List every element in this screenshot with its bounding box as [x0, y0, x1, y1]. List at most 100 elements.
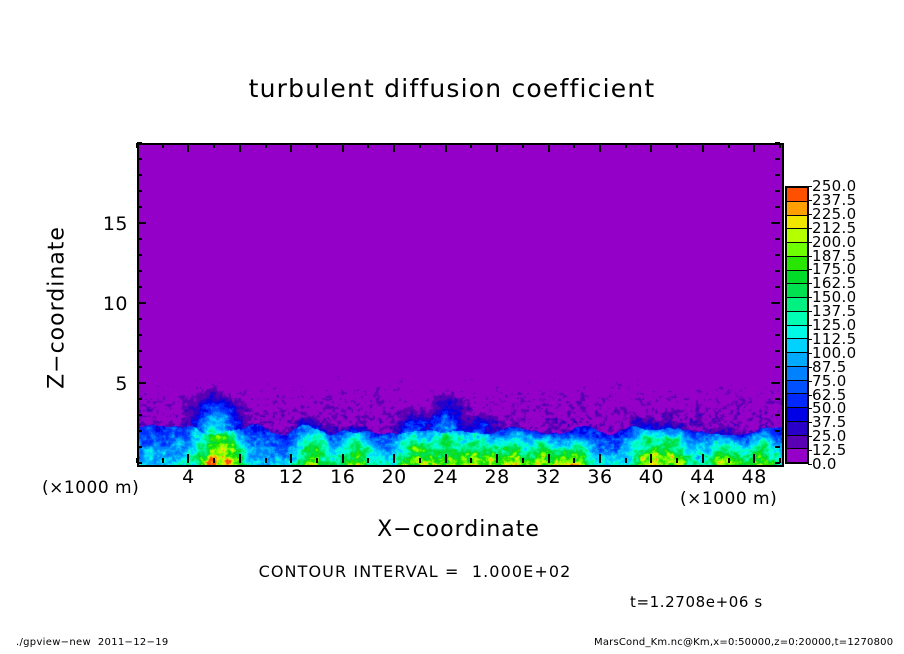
x-tick-top	[496, 143, 498, 152]
y-tick-left	[137, 254, 142, 256]
x-tick-label: 36	[587, 466, 613, 488]
y-tick-right	[775, 174, 780, 176]
y-tick-right	[775, 318, 780, 320]
colorbar-tick-mark	[808, 186, 812, 187]
x-tick-bottom	[290, 454, 292, 463]
x-tick-bottom	[316, 458, 318, 463]
x-tick-bottom	[265, 458, 267, 463]
y-tick-right	[771, 302, 780, 304]
colorbar-tick-mark	[808, 325, 812, 326]
x-tick-bottom	[187, 454, 189, 463]
colorbar-tick-mark	[808, 297, 812, 299]
x-tick-bottom	[599, 454, 601, 463]
footer-command-label: ./gpview−new 2011−12−19	[16, 637, 169, 648]
colorbar-tick-mark	[808, 283, 812, 285]
colorbar-tick-label: 175.0	[812, 260, 857, 279]
x-tick-label: 16	[330, 466, 356, 488]
y-tick-right	[775, 254, 780, 256]
colorbar-tick-mark	[808, 380, 812, 382]
x-tick-bottom	[239, 454, 241, 463]
colorbar-tick-label: 150.0	[812, 288, 857, 307]
colorbar-tick-mark	[808, 450, 812, 452]
y-tick-right	[775, 430, 780, 432]
colorbar-tick-label: 12.5	[812, 441, 847, 460]
y-tick-right	[775, 190, 780, 192]
colorbar-tick-label: 0.0	[812, 455, 837, 473]
x-tick-label: 48	[741, 466, 767, 488]
colorbar-tick-mark	[808, 227, 812, 229]
colorbar-tick-label: 237.5	[812, 190, 857, 209]
colorbar-tick-label: 187.5	[812, 246, 857, 265]
x-tick-top	[676, 143, 678, 148]
x-tick-bottom	[676, 458, 678, 463]
x-tick-bottom	[342, 454, 344, 463]
y-tick-left	[137, 398, 142, 400]
colorbar-tick-label: 225.0	[812, 204, 857, 223]
colorbar-band	[787, 394, 807, 408]
y-tick-left	[137, 238, 142, 240]
y-tick-right	[775, 334, 780, 336]
y-tick-left	[137, 414, 142, 416]
x-tick-bottom	[702, 454, 704, 463]
colorbar-tick-label: 162.5	[812, 274, 857, 293]
y-tick-right	[771, 382, 780, 384]
colorbar-band	[787, 256, 807, 271]
colorbar-tick-label: 137.5	[812, 302, 857, 321]
turbulence-field-heatmap	[139, 145, 782, 465]
colorbar-tick-label: 100.0	[812, 343, 857, 362]
x-tick-top	[162, 143, 164, 148]
colorbar-band	[787, 243, 807, 257]
y-tick-label: 5	[115, 373, 128, 395]
colorbar-tick-label: 112.5	[812, 329, 857, 348]
colorbar-band	[787, 449, 807, 462]
y-tick-right	[775, 462, 780, 464]
x-tick-top	[265, 143, 267, 148]
y-tick-right	[775, 270, 780, 272]
y-tick-left	[137, 446, 142, 448]
colorbar-tick-label: 125.0	[812, 316, 857, 334]
x-tick-label: 40	[638, 466, 664, 488]
colorbar-tick-mark	[808, 436, 812, 438]
colorbar-tick-label: 62.5	[812, 385, 847, 404]
x-tick-bottom	[522, 458, 524, 463]
colorbar	[785, 186, 809, 464]
x-tick-bottom	[548, 454, 550, 463]
y-tick-right	[771, 222, 780, 224]
x-tick-bottom	[470, 458, 472, 463]
colorbar-band	[787, 201, 807, 216]
colorbar-tick-mark	[808, 269, 812, 271]
plot-area	[137, 143, 784, 467]
y-tick-left	[137, 462, 142, 464]
colorbar-tick-mark	[808, 199, 812, 201]
colorbar-tick-mark	[808, 241, 812, 243]
contour-interval-label: CONTOUR INTERVAL = 1.000E+02	[258, 562, 572, 581]
x-tick-bottom	[213, 458, 215, 463]
y-tick-left	[137, 222, 146, 224]
x-tick-top	[753, 143, 755, 152]
colorbar-tick-mark	[808, 338, 812, 340]
colorbar-band	[787, 380, 807, 395]
x-tick-label: 4	[182, 466, 195, 488]
x-tick-top	[290, 143, 292, 152]
y-tick-right	[775, 350, 780, 352]
colorbar-band	[787, 408, 807, 422]
colorbar-band	[787, 188, 807, 202]
y-tick-right	[775, 158, 780, 160]
y-tick-right	[775, 286, 780, 288]
y-tick-left	[137, 174, 142, 176]
x-tick-bottom	[728, 458, 730, 463]
colorbar-band	[787, 366, 807, 381]
y-tick-left	[137, 286, 142, 288]
x-tick-top	[419, 143, 421, 148]
colorbar-band	[787, 215, 807, 230]
x-tick-bottom	[573, 458, 575, 463]
y-tick-left	[137, 366, 142, 368]
colorbar-band	[787, 284, 807, 298]
x-tick-label: 24	[433, 466, 459, 488]
colorbar-tick-labels: 250.0 237.5 225.0 212.5 200.0 187.5 175.0 162.5…	[808, 179, 882, 472]
x-tick-bottom	[162, 458, 164, 463]
x-tick-top	[599, 143, 601, 152]
x-tick-bottom	[419, 458, 421, 463]
y-tick-right	[775, 238, 780, 240]
colorbar-tick-label: 87.5	[812, 357, 847, 376]
